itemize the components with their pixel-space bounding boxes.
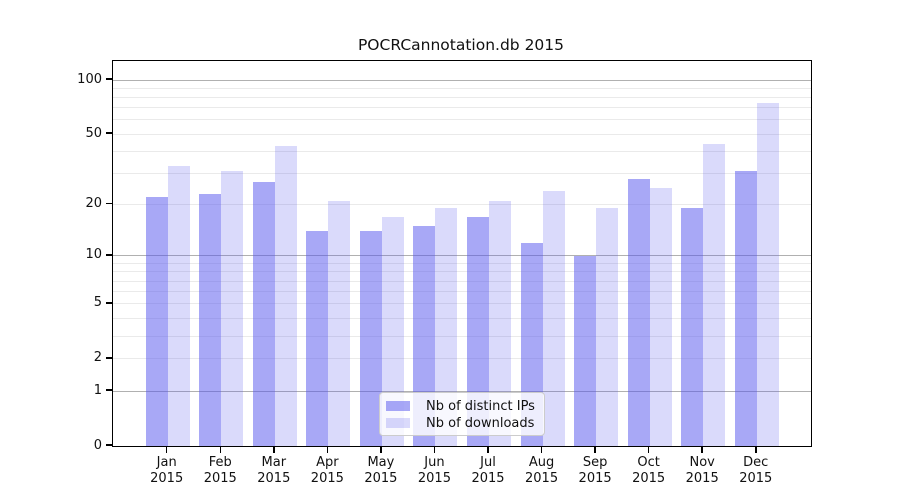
- plot-area: [112, 60, 812, 447]
- gridline-20: [113, 204, 811, 206]
- legend-label-distinct-ips: Nb of distinct IPs: [426, 398, 535, 414]
- gridline-70: [113, 107, 811, 109]
- x-tick-feb: [219, 446, 221, 453]
- x-tick-may: [380, 446, 382, 453]
- bar-jun-distinct-ips: [413, 226, 436, 446]
- x-tick-jan: [165, 446, 168, 453]
- x-tick-aug: [540, 446, 543, 453]
- x-tick-nov: [701, 446, 703, 453]
- gridline-3: [113, 335, 811, 337]
- bar-apr-downloads: [328, 200, 351, 446]
- gridline-80: [113, 97, 811, 98]
- x-tick-apr: [326, 446, 329, 453]
- y-tick-20: [106, 202, 112, 205]
- legend-swatch-downloads-icon: [386, 418, 410, 428]
- x-tick-label-jun: Jun 2015: [417, 455, 451, 486]
- gridline-4: [113, 317, 811, 319]
- gridline-10: [113, 255, 811, 257]
- legend-swatch-distinct-ips-icon: [386, 401, 410, 411]
- y-tick-0: [106, 444, 112, 446]
- y-tick-5: [106, 302, 112, 304]
- x-tick-jul: [487, 446, 489, 453]
- x-tick-label-oct: Oct 2015: [632, 455, 666, 486]
- legend-item-downloads: Nb of downloads: [386, 415, 536, 431]
- x-tick-label-nov: Nov 2015: [685, 455, 719, 486]
- y-tick-label-1: 1: [93, 382, 102, 398]
- bar-jul-distinct-ips: [467, 216, 489, 446]
- bar-may-distinct-ips: [359, 231, 382, 446]
- y-tick-10: [106, 254, 112, 256]
- bar-aug-downloads: [542, 190, 565, 446]
- x-tick-label-sep: Sep 2015: [578, 455, 612, 486]
- x-tick-label-apr: Apr 2015: [310, 455, 344, 486]
- bar-dec-distinct-ips: [734, 171, 757, 446]
- legend-item-distinct-ips: Nb of distinct IPs: [386, 398, 536, 414]
- x-tick-jun: [433, 446, 436, 453]
- bar-feb-distinct-ips: [199, 193, 222, 446]
- bar-oct-downloads: [649, 187, 672, 446]
- x-tick-sep: [594, 446, 596, 453]
- y-tick-label-10: 10: [85, 247, 102, 263]
- x-tick-mar: [273, 446, 275, 453]
- y-tick-label-5: 5: [93, 295, 102, 311]
- x-tick-label-may: May 2015: [364, 455, 398, 486]
- chart-title: POCRCannotation.db 2015: [357, 36, 565, 54]
- y-tick-label-0: 0: [93, 437, 102, 453]
- bar-sep-distinct-ips: [574, 255, 597, 446]
- gridline-90: [113, 87, 811, 89]
- x-tick-label-aug: Aug 2015: [525, 455, 559, 486]
- x-tick-label-jan: Jan 2015: [150, 455, 184, 486]
- gridline-2: [113, 358, 811, 360]
- gridline-9: [113, 262, 811, 264]
- legend: Nb of distinct IPs Nb of downloads: [379, 392, 545, 436]
- bar-jul-downloads: [489, 200, 511, 446]
- bar-dec-downloads: [756, 102, 779, 446]
- y-tick-label-20: 20: [85, 196, 102, 212]
- bar-may-downloads: [381, 216, 404, 446]
- y-tick-1: [106, 389, 112, 391]
- y-tick-label-50: 50: [85, 125, 102, 141]
- y-tick-label-2: 2: [93, 350, 102, 366]
- x-tick-label-jul: Jul 2015: [471, 455, 505, 486]
- bar-jan-distinct-ips: [145, 197, 168, 446]
- gridline-5: [113, 303, 811, 305]
- legend-label-downloads: Nb of downloads: [426, 415, 535, 431]
- bar-oct-distinct-ips: [627, 178, 650, 446]
- gridline-100: [113, 79, 811, 81]
- x-tick-dec: [755, 446, 757, 453]
- gridline-6: [113, 291, 811, 293]
- gridline-40: [113, 151, 811, 152]
- bar-sep-downloads: [596, 208, 619, 446]
- bar-mar-downloads: [274, 145, 297, 446]
- gridline-60: [113, 119, 811, 121]
- bar-nov-downloads: [703, 144, 726, 446]
- gridline-7: [113, 280, 811, 282]
- gridline-8: [113, 271, 811, 273]
- y-tick-2: [106, 357, 112, 359]
- gridline-1: [113, 390, 811, 392]
- bar-apr-distinct-ips: [306, 231, 329, 446]
- x-tick-label-mar: Mar 2015: [257, 455, 291, 486]
- y-tick-label-100: 100: [77, 71, 102, 87]
- bar-mar-distinct-ips: [252, 181, 275, 446]
- x-tick-label-feb: Feb 2015: [203, 455, 237, 486]
- bar-jun-downloads: [435, 208, 458, 446]
- y-tick-50: [106, 132, 112, 134]
- y-tick-100: [106, 78, 112, 80]
- bar-jan-downloads: [167, 166, 190, 446]
- bar-nov-distinct-ips: [681, 208, 704, 446]
- x-tick-oct: [647, 446, 650, 453]
- x-tick-label-dec: Dec 2015: [739, 455, 773, 486]
- bar-feb-downloads: [221, 171, 244, 446]
- gridline-50: [113, 133, 811, 135]
- gridline-30: [113, 173, 811, 175]
